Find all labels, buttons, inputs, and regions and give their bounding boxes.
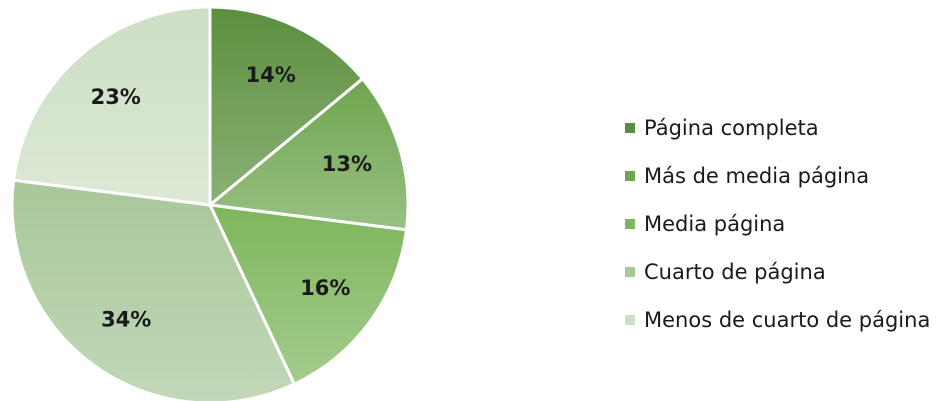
pie-slice	[10, 178, 297, 401]
legend-marker	[625, 267, 635, 277]
data-label: 23%	[91, 85, 141, 109]
legend-label: Media página	[644, 212, 785, 236]
legend-marker	[625, 171, 635, 181]
data-label: 13%	[322, 152, 372, 176]
pie-slice	[11, 5, 212, 207]
legend-marker	[625, 123, 635, 133]
pie-slice	[208, 5, 365, 209]
data-label: 34%	[101, 307, 151, 331]
legend-label: Página completa	[644, 116, 819, 140]
legend-marker	[625, 219, 635, 229]
data-label: 14%	[246, 63, 296, 87]
pie-slice	[207, 203, 409, 387]
legend-label: Más de media página	[644, 164, 869, 188]
data-label: 16%	[300, 276, 350, 300]
legend-label: Cuarto de página	[644, 260, 826, 284]
legend-marker	[625, 315, 635, 325]
legend-label: Menos de cuarto de página	[644, 308, 930, 332]
pie-slice	[206, 76, 410, 232]
